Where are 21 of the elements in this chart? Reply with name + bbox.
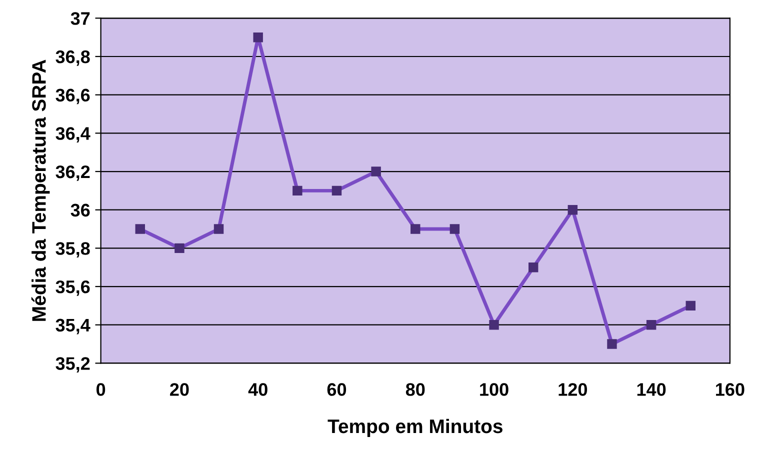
x-tick-label: 100 <box>480 383 508 396</box>
y-tick-label: 35,2 <box>56 357 90 373</box>
x-axis-title: Tempo em Minutos <box>328 418 502 438</box>
y-tick-label: 35,4 <box>56 318 90 334</box>
x-tick-label: 40 <box>248 383 268 396</box>
x-tick-label: 160 <box>716 383 744 396</box>
y-tick-label: 36,6 <box>56 88 90 104</box>
y-tick-label: 36,8 <box>56 50 90 66</box>
x-tick-label: 140 <box>637 383 666 396</box>
x-tick-label: 60 <box>327 383 346 396</box>
x-tick-label: 0 <box>96 383 106 396</box>
y-tick-label: 36,2 <box>56 165 90 181</box>
x-tick-label: 80 <box>406 383 425 396</box>
x-tick-label: 20 <box>170 383 189 396</box>
x-tick-label: 120 <box>558 383 587 396</box>
y-tick-label: 35,8 <box>56 242 90 258</box>
y-axis-title: Média da Temperatura SRPA <box>31 60 50 321</box>
y-tick-label: 37 <box>70 12 90 25</box>
y-tick-label: 36 <box>70 204 90 217</box>
y-tick-label: 35,6 <box>56 280 90 296</box>
y-tick-label: 36,4 <box>56 127 90 143</box>
